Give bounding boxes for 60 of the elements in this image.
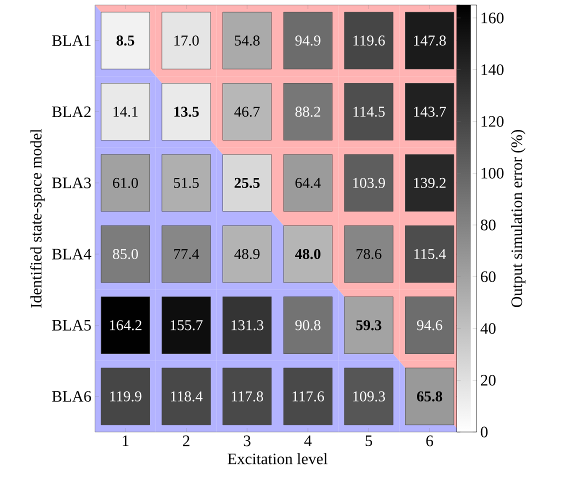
x-tick-label: 5 <box>366 436 372 446</box>
y-tick-label: BLA2 <box>52 106 91 118</box>
x-tick-label: 3 <box>244 436 250 446</box>
data-label: 155.7 <box>170 320 203 330</box>
data-label: 119.9 <box>110 391 142 402</box>
data-label: 48.9 <box>234 249 260 260</box>
data-label: 143.7 <box>414 106 446 117</box>
data-label: 94.9 <box>295 36 320 46</box>
data-label: 114.5 <box>354 106 385 117</box>
color-bar-title: Output simulation error (%) <box>510 130 526 308</box>
data-label: 54.8 <box>234 36 260 46</box>
data-label: 94.6 <box>416 320 442 330</box>
color-bar-label: 60 <box>480 271 496 282</box>
y-tick-label: BLA4 <box>52 248 92 260</box>
data-label: 164.2 <box>110 320 142 330</box>
data-label: 13.5 <box>174 106 199 117</box>
x-axis-title: Excitation level <box>228 453 328 464</box>
color-bar-label: 0 <box>480 426 488 438</box>
color-bar-label: 100 <box>482 168 504 179</box>
y-tick-label: BLA1 <box>52 35 91 46</box>
data-label: 139.2 <box>414 178 446 188</box>
data-label: 78.6 <box>356 249 382 260</box>
x-tick-label: 4 <box>304 436 312 446</box>
data-label: 85.0 <box>112 249 138 260</box>
y-tick-label: BLA5 <box>52 320 91 331</box>
data-label: 51.5 <box>174 178 199 188</box>
y-axis-title: Identified state-space model <box>30 128 45 308</box>
data-label: 103.9 <box>353 178 385 188</box>
x-tick-label: 6 <box>426 436 434 446</box>
data-label: 115.4 <box>414 249 446 260</box>
data-label: 46.7 <box>234 106 260 117</box>
y-tick-label: BLA3 <box>52 178 91 188</box>
data-label: 65.8 <box>417 391 442 402</box>
data-label: 109.3 <box>353 391 385 402</box>
color-bar-label: 40 <box>480 323 496 334</box>
data-label: 147.8 <box>414 36 446 46</box>
data-label: 61.0 <box>112 178 138 188</box>
data-label: 8.5 <box>116 36 134 46</box>
data-label: 64.4 <box>295 178 321 188</box>
color-bar-label: 160 <box>482 12 504 24</box>
data-label: 131.3 <box>232 320 264 330</box>
color-bar-label: 140 <box>482 64 504 76</box>
data-label: 25.5 <box>234 178 260 188</box>
data-label: 77.4 <box>174 249 200 260</box>
color-bar-label: 20 <box>480 374 496 386</box>
data-label: 48.0 <box>295 249 320 260</box>
x-tick-label: 2 <box>182 436 190 446</box>
data-label: 118.4 <box>171 391 203 402</box>
data-label: 117.6 <box>292 391 324 402</box>
data-label: 117.8 <box>232 391 264 402</box>
x-tick-label: 1 <box>122 436 128 446</box>
data-label: 119.6 <box>354 36 385 46</box>
data-label: 14.1 <box>114 106 138 117</box>
color-bar-label: 80 <box>480 220 496 230</box>
color-bar-label: 120 <box>482 116 504 127</box>
data-label: 59.3 <box>356 320 382 330</box>
data-label: 17.0 <box>174 36 199 46</box>
y-tick-label: BLA6 <box>52 391 92 402</box>
data-label: 88.2 <box>295 106 320 117</box>
data-label: 90.8 <box>295 320 320 330</box>
